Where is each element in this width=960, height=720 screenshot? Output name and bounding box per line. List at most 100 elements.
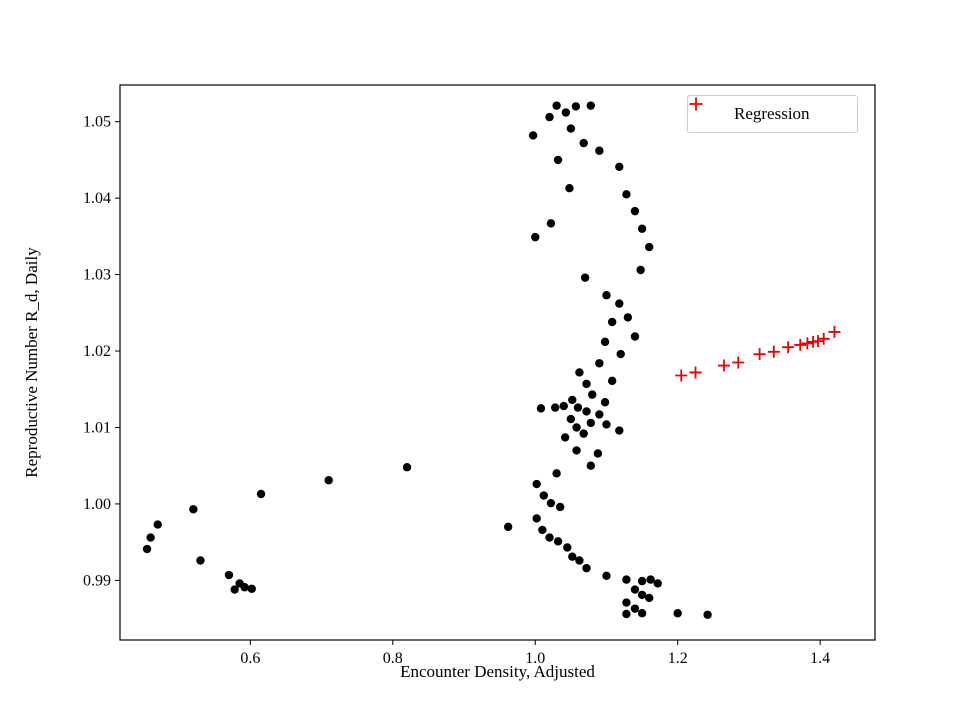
regression-point <box>782 341 795 354</box>
y-tick-label: 1.05 <box>83 114 111 131</box>
data-point <box>571 102 581 111</box>
data-point <box>703 610 712 619</box>
data-point <box>546 498 556 508</box>
regression-point <box>718 359 730 372</box>
legend-label: Regression <box>734 104 810 123</box>
regression-point <box>689 366 702 379</box>
data-point <box>256 489 266 499</box>
data-point <box>568 395 577 405</box>
regression-point <box>794 338 807 351</box>
data-point <box>622 598 631 607</box>
data-point <box>575 368 584 377</box>
data-point <box>616 349 625 359</box>
data-point <box>545 112 554 122</box>
data-point <box>539 491 548 500</box>
data-point <box>224 570 234 580</box>
data-point <box>153 520 162 529</box>
data-point <box>602 571 611 580</box>
data-point <box>247 584 256 593</box>
y-tick-label: 1.01 <box>83 419 111 436</box>
data-point <box>572 446 581 455</box>
data-point <box>637 590 647 600</box>
data-point <box>586 418 596 428</box>
plus-marker-glyph <box>689 97 703 111</box>
data-point <box>240 583 249 592</box>
data-point <box>630 206 640 216</box>
data-point <box>561 108 571 117</box>
data-point <box>602 291 611 300</box>
data-point <box>645 242 654 252</box>
data-point <box>595 359 604 368</box>
data-point <box>553 155 563 165</box>
data-point <box>600 337 610 347</box>
data-point <box>595 146 604 155</box>
data-point <box>538 525 547 535</box>
data-point <box>615 299 624 308</box>
data-point <box>579 429 588 438</box>
data-point <box>196 556 205 565</box>
data-point <box>630 585 640 594</box>
data-point <box>536 404 546 413</box>
data-point <box>586 101 596 110</box>
x-tick-label: 0.8 <box>383 650 403 667</box>
data-point <box>622 609 631 619</box>
data-point <box>503 522 513 532</box>
x-tick-label: 1.4 <box>810 650 830 667</box>
data-point <box>550 403 560 412</box>
plot-border <box>119 84 876 641</box>
data-point <box>607 376 617 386</box>
data-point <box>563 543 572 552</box>
regression-point <box>801 337 814 350</box>
data-point <box>630 332 640 341</box>
data-point <box>568 552 577 561</box>
data-point <box>559 401 568 411</box>
data-point <box>566 124 576 133</box>
regression-point <box>732 356 745 369</box>
data-point <box>637 609 647 618</box>
data-point <box>553 537 563 546</box>
data-point <box>637 224 647 233</box>
data-point <box>573 403 583 412</box>
regression-point <box>753 348 766 361</box>
plus-marker-icon <box>689 97 718 122</box>
data-point <box>532 514 541 523</box>
data-point <box>588 390 597 399</box>
data-point <box>602 420 611 429</box>
data-point <box>623 313 633 322</box>
x-tick-label: 1.2 <box>668 650 688 667</box>
data-point <box>622 190 631 199</box>
regression-point <box>828 325 841 338</box>
data-point <box>565 184 574 193</box>
y-tick-label: 1.04 <box>83 190 111 207</box>
data-point <box>636 265 645 275</box>
data-point <box>586 461 596 470</box>
data-point <box>579 138 588 148</box>
data-point <box>645 593 654 603</box>
data-point <box>673 609 682 618</box>
data-point <box>532 479 541 489</box>
x-tick-label: 1.0 <box>525 650 545 667</box>
data-point <box>582 407 591 416</box>
data-point <box>560 433 570 442</box>
data-point <box>528 131 538 140</box>
data-point <box>582 379 591 389</box>
data-point <box>189 505 198 514</box>
data-point <box>545 533 554 542</box>
regression-point <box>817 332 830 345</box>
data-point <box>575 556 584 565</box>
data-point <box>324 476 333 485</box>
data-point <box>600 398 610 407</box>
data-point <box>595 410 604 419</box>
data-point <box>580 273 590 282</box>
data-point <box>593 449 603 458</box>
data-point <box>230 585 239 594</box>
data-point <box>622 575 631 584</box>
data-point <box>615 162 624 171</box>
data-point <box>630 604 640 613</box>
data-point <box>646 575 655 584</box>
y-tick-label: 1.03 <box>83 267 111 284</box>
data-point <box>582 563 591 573</box>
data-point <box>142 544 152 554</box>
